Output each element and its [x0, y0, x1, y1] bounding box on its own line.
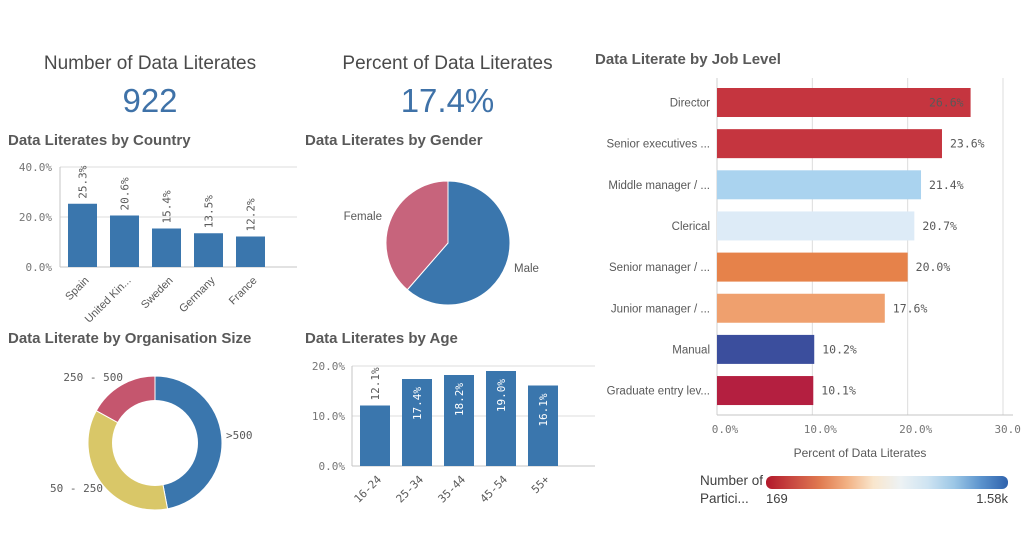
bar-value-label: 19.0% [495, 379, 508, 412]
bar-value-label: 20.7% [922, 219, 957, 233]
slice-label: Male [514, 263, 539, 275]
y-tick-label: 10.0% [312, 410, 345, 423]
legend-range: 169 1.58k [766, 491, 1008, 506]
slice-label: 250 - 500 [63, 371, 123, 384]
legend-max-value: 1.58k [976, 491, 1008, 506]
bar-value-label: 25.3% [77, 165, 90, 198]
x-category-label: 25-34 [394, 473, 427, 506]
x-tick-label: 0.0% [712, 423, 739, 436]
gender-chart-title: Data Literates by Gender [305, 132, 483, 149]
kpi-value: 922 [122, 82, 178, 119]
bar[interactable] [717, 170, 922, 200]
slice-label: Female [344, 211, 382, 223]
bar[interactable] [717, 293, 885, 323]
y-category-label: Senior manager / ... [609, 262, 710, 274]
bar-value-label: 20.6% [119, 177, 132, 210]
pie-slice[interactable] [406, 180, 511, 306]
age-chart-title: Data Literates by Age [305, 330, 458, 347]
kpi-value: 17.4% [400, 82, 495, 119]
x-category-label: 16-24 [352, 473, 385, 506]
x-category-label: Germany [177, 274, 218, 315]
bar-value-label: 10.2% [822, 342, 857, 356]
bar[interactable] [194, 233, 223, 267]
kpi-title: Percent of Data Literates [342, 53, 553, 74]
x-category-label: 55+ [529, 473, 553, 497]
y-tick-label: 40.0% [19, 161, 52, 174]
x-category-label: Spain [63, 275, 91, 303]
joblevel-chart-title: Data Literate by Job Level [595, 51, 781, 68]
bar-value-label: 17.6% [893, 301, 928, 315]
bar-value-label: 23.6% [950, 137, 985, 151]
bar[interactable] [110, 215, 139, 268]
bar-value-label: 10.1% [821, 384, 856, 398]
y-category-label: Middle manager / ... [608, 180, 710, 192]
bar[interactable] [717, 252, 908, 282]
bar[interactable] [68, 203, 97, 267]
bar[interactable] [152, 228, 181, 268]
x-tick-label: 20.0% [899, 423, 932, 436]
job-level-bar-chart[interactable]: 0.0% 10.0% 20.0% 30.0% Director 26.6% Senior e… [590, 70, 1021, 470]
bar[interactable] [236, 236, 265, 268]
y-tick-label: 20.0% [312, 360, 345, 373]
gender-pie-chart[interactable]: Female Male [300, 150, 595, 325]
orgsize-chart-title: Data Literate by Organisation Size [8, 330, 252, 347]
bar-value-label: 16.1% [537, 393, 550, 426]
bar[interactable] [528, 385, 558, 467]
bar[interactable] [717, 334, 815, 364]
x-axis-title: Percent of Data Literates [794, 446, 927, 460]
x-category-label: France [227, 275, 260, 308]
bar-value-label: 12.2% [245, 198, 258, 231]
pie-slice[interactable] [385, 180, 449, 291]
y-category-label: Senior executives ... [606, 139, 710, 151]
donut-hole [112, 400, 198, 486]
country-chart-title: Data Literates by Country [8, 132, 191, 149]
bar[interactable] [717, 211, 915, 241]
slice-label: >500 [226, 429, 253, 442]
x-tick-label: 30.0% [994, 423, 1021, 436]
legend-min-value: 169 [766, 491, 788, 506]
bar[interactable] [717, 129, 942, 159]
bar-value-label: 17.4% [411, 387, 424, 420]
bar[interactable] [717, 88, 971, 117]
kpi-title: Number of Data Literates [43, 53, 257, 74]
slice-label: 50 - 250 [50, 482, 103, 495]
bar-value-label: 26.6% [929, 96, 964, 110]
y-category-label: Junior manager / ... [611, 303, 710, 315]
x-tick-label: 10.0% [804, 423, 837, 436]
y-category-label: Manual [672, 344, 710, 356]
y-category-label: Director [670, 98, 710, 110]
x-category-label: Sweden [139, 275, 176, 312]
bar[interactable] [486, 371, 516, 466]
bar[interactable] [717, 376, 814, 406]
organisation-size-donut-chart[interactable]: 250 - 500 >500 50 - 250 [0, 340, 300, 533]
bar[interactable] [402, 379, 432, 466]
x-category-label: 45-54 [478, 473, 511, 506]
y-tick-label: 0.0% [319, 460, 346, 473]
y-tick-label: 20.0% [19, 211, 52, 224]
kpi-number-of-data-literates: Number of Data Literates 922 [0, 53, 300, 120]
bar[interactable] [444, 375, 474, 466]
legend-gradient-bar [766, 476, 1008, 489]
bar-value-label: 21.4% [929, 178, 964, 192]
x-category-label: 35-44 [436, 473, 469, 506]
bar-value-label: 18.2% [453, 383, 466, 416]
legend-title: Number of Partici... [700, 473, 764, 506]
bar[interactable] [360, 405, 390, 467]
kpi-percent-of-data-literates: Percent of Data Literates 17.4% [300, 53, 595, 120]
bar-value-label: 13.5% [203, 195, 216, 228]
bar-value-label: 15.4% [161, 190, 174, 223]
age-bar-chart[interactable]: 0.0% 10.0% 20.0% 12.1% 16-24 17.4% 25-34 18.2% 3… [295, 340, 600, 515]
bar-value-label: 12.1% [369, 367, 382, 400]
y-category-label: Clerical [672, 221, 710, 233]
y-category-label: Graduate entry lev... [607, 386, 710, 398]
bar-value-label: 20.0% [916, 260, 951, 274]
y-tick-label: 0.0% [26, 261, 53, 274]
